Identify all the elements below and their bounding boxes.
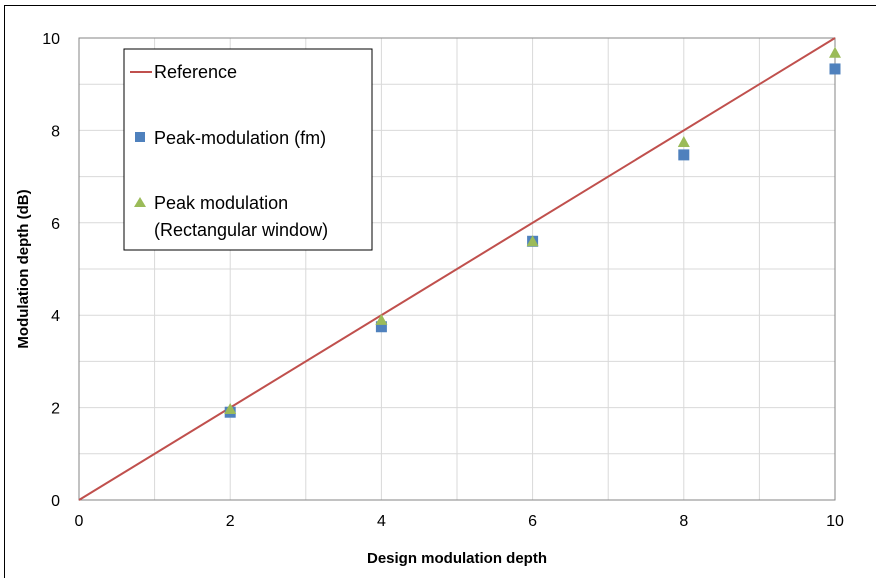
data-point-triangle [375,313,388,325]
legend-label-line: Peak modulation [154,193,288,213]
legend-box [123,48,373,251]
legend-swatch-peak-modulation-rect [134,197,146,207]
chart-frame [4,5,876,578]
y-tick-labels: 0 2 4 6 8 10 [42,31,60,510]
data-point-square [678,149,690,161]
x-tick-label: 10 [826,513,844,530]
x-tick-label: 6 [528,513,537,530]
plot-area-border [78,37,836,501]
x-tick-label: 4 [377,513,386,530]
y-tick-label: 8 [51,123,60,140]
x-axis-title: Design modulation depth [367,550,547,567]
data-point-triangle [526,235,539,247]
series-line-reference [78,37,836,501]
legend-label-peak-modulation-rect: Peak modulation (Rectangular window) [154,193,328,240]
legend-label-line: (Rectangular window) [154,220,328,240]
y-axis-title: Modulation depth (dB) [15,189,32,348]
data-point-triangle [224,402,237,414]
x-tick-label: 8 [679,513,688,530]
legend-label-reference: Reference [154,62,237,82]
y-tick-label: 10 [42,31,60,48]
data-point-square [829,63,841,75]
series-layer [78,37,841,501]
y-tick-label: 2 [51,401,60,418]
y-tick-label: 6 [51,216,60,233]
legend-label-peak-modulation-fm: Peak-modulation (fm) [154,128,326,148]
data-point-triangle [829,46,841,58]
y-tick-label: 4 [51,308,60,325]
x-tick-labels: 0 2 4 6 8 10 [75,513,844,530]
x-tick-label: 0 [75,513,84,530]
y-tick-label: 0 [51,493,60,510]
data-point-square [375,321,387,333]
data-point-triangle [677,135,690,147]
x-tick-label: 2 [226,513,235,530]
legend: Reference Peak-modulation (fm) Peak modu… [123,48,373,251]
legend-swatch-peak-modulation-fm [135,132,145,142]
